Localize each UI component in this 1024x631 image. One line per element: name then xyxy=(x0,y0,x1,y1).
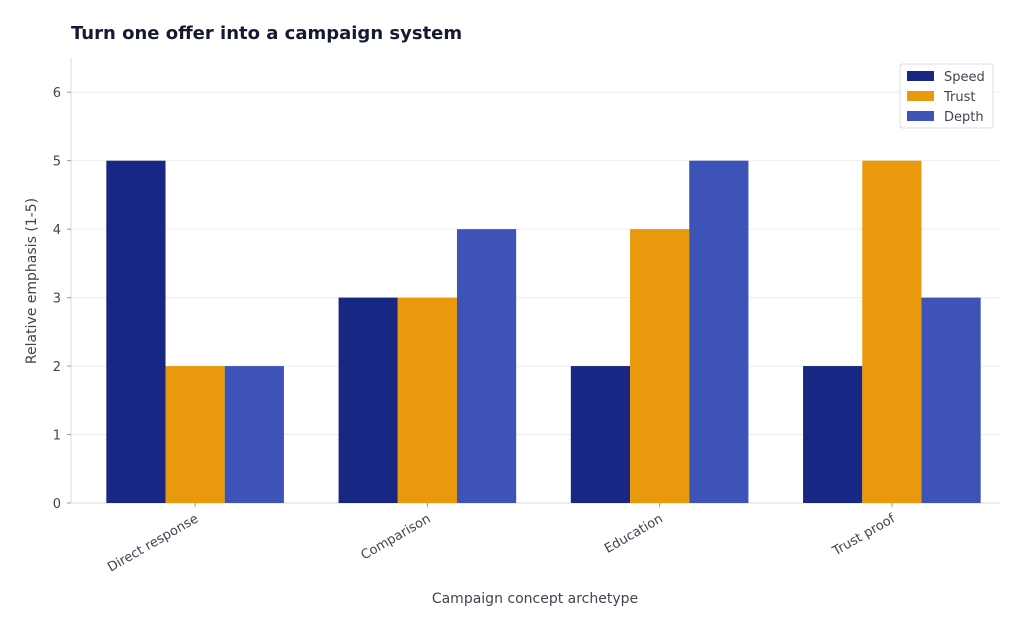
legend-label-depth: Depth xyxy=(944,110,984,125)
bar-trust-3 xyxy=(862,160,922,503)
y-tick-label: 2 xyxy=(53,360,61,375)
x-tick-label: Trust proof xyxy=(829,511,898,559)
bar-speed-1 xyxy=(338,297,398,503)
bar-trust-2 xyxy=(630,229,690,503)
legend: Speed Trust Depth xyxy=(899,63,994,129)
bar-trust-0 xyxy=(165,366,225,503)
legend-swatch-speed xyxy=(907,71,934,81)
chart-title: Turn one offer into a campaign system xyxy=(71,23,462,44)
bar-depth-0 xyxy=(224,366,284,503)
y-tick-label: 1 xyxy=(53,429,61,444)
legend-label-trust: Trust xyxy=(943,90,975,105)
y-tick-label: 6 xyxy=(53,86,61,101)
y-tick-label: 4 xyxy=(53,223,61,238)
legend-swatch-trust xyxy=(907,91,934,101)
x-tick-labels: Direct response Comparison Education Trust … xyxy=(105,503,898,576)
bar-speed-3 xyxy=(803,366,863,503)
legend-swatch-depth xyxy=(907,111,934,121)
y-tick-labels: 0 1 2 3 4 5 6 xyxy=(53,86,71,512)
bar-speed-2 xyxy=(570,366,631,503)
x-axis-label: Campaign concept archetype xyxy=(432,591,638,607)
bars xyxy=(106,160,981,503)
x-tick-label: Direct response xyxy=(105,511,201,575)
legend-label-speed: Speed xyxy=(944,70,985,85)
y-tick-label: 5 xyxy=(53,155,61,170)
bar-speed-0 xyxy=(106,160,166,503)
bar-depth-3 xyxy=(921,297,981,503)
y-tick-label: 3 xyxy=(53,292,61,307)
y-axis-label: Relative emphasis (1-5) xyxy=(24,198,40,364)
bar-depth-1 xyxy=(456,229,517,503)
x-tick-label: Education xyxy=(602,511,666,556)
bar-trust-1 xyxy=(397,297,457,503)
y-tick-label: 0 xyxy=(53,497,61,512)
x-tick-label: Comparison xyxy=(358,511,433,563)
bar-depth-2 xyxy=(689,160,749,503)
